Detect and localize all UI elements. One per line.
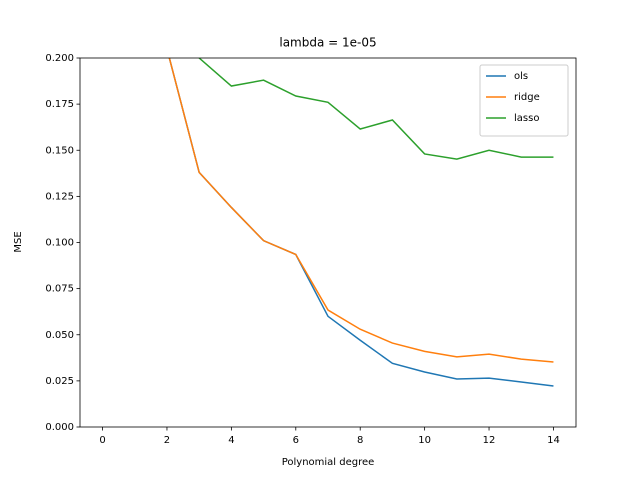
- y-tick-label: 0.075: [45, 284, 74, 295]
- y-tick-label: 0.150: [45, 145, 74, 156]
- y-tick-label: 0.050: [45, 330, 74, 341]
- x-tick-label: 12: [483, 435, 496, 446]
- series-line: [198, 58, 554, 160]
- x-tick-label: 8: [357, 435, 363, 446]
- y-tick-label: 0.025: [45, 376, 74, 387]
- lines: [168, 58, 554, 387]
- legend-label: ols: [514, 71, 528, 82]
- x-tick-label: 6: [293, 435, 299, 446]
- y-tick-label: 0.100: [45, 238, 74, 249]
- series-line: [168, 58, 554, 363]
- y-tick-label: 0.125: [45, 191, 74, 202]
- x-tick-label: 0: [99, 435, 105, 446]
- x-axis-label: Polynomial degree: [282, 457, 375, 468]
- legend-label: ridge: [514, 92, 540, 103]
- chart-title: lambda = 1e-05: [279, 36, 376, 50]
- x-tick-label: 4: [228, 435, 234, 446]
- x-tick-label: 14: [547, 435, 560, 446]
- y-tick-label: 0.200: [45, 53, 74, 64]
- y-tick-label: 0.175: [45, 99, 74, 110]
- legend-label: lasso: [514, 113, 539, 124]
- y-axis-label: MSE: [13, 231, 24, 252]
- y-tick-label: 0.000: [45, 422, 74, 433]
- x-tick-label: 10: [418, 435, 431, 446]
- x-tick-label: 2: [164, 435, 170, 446]
